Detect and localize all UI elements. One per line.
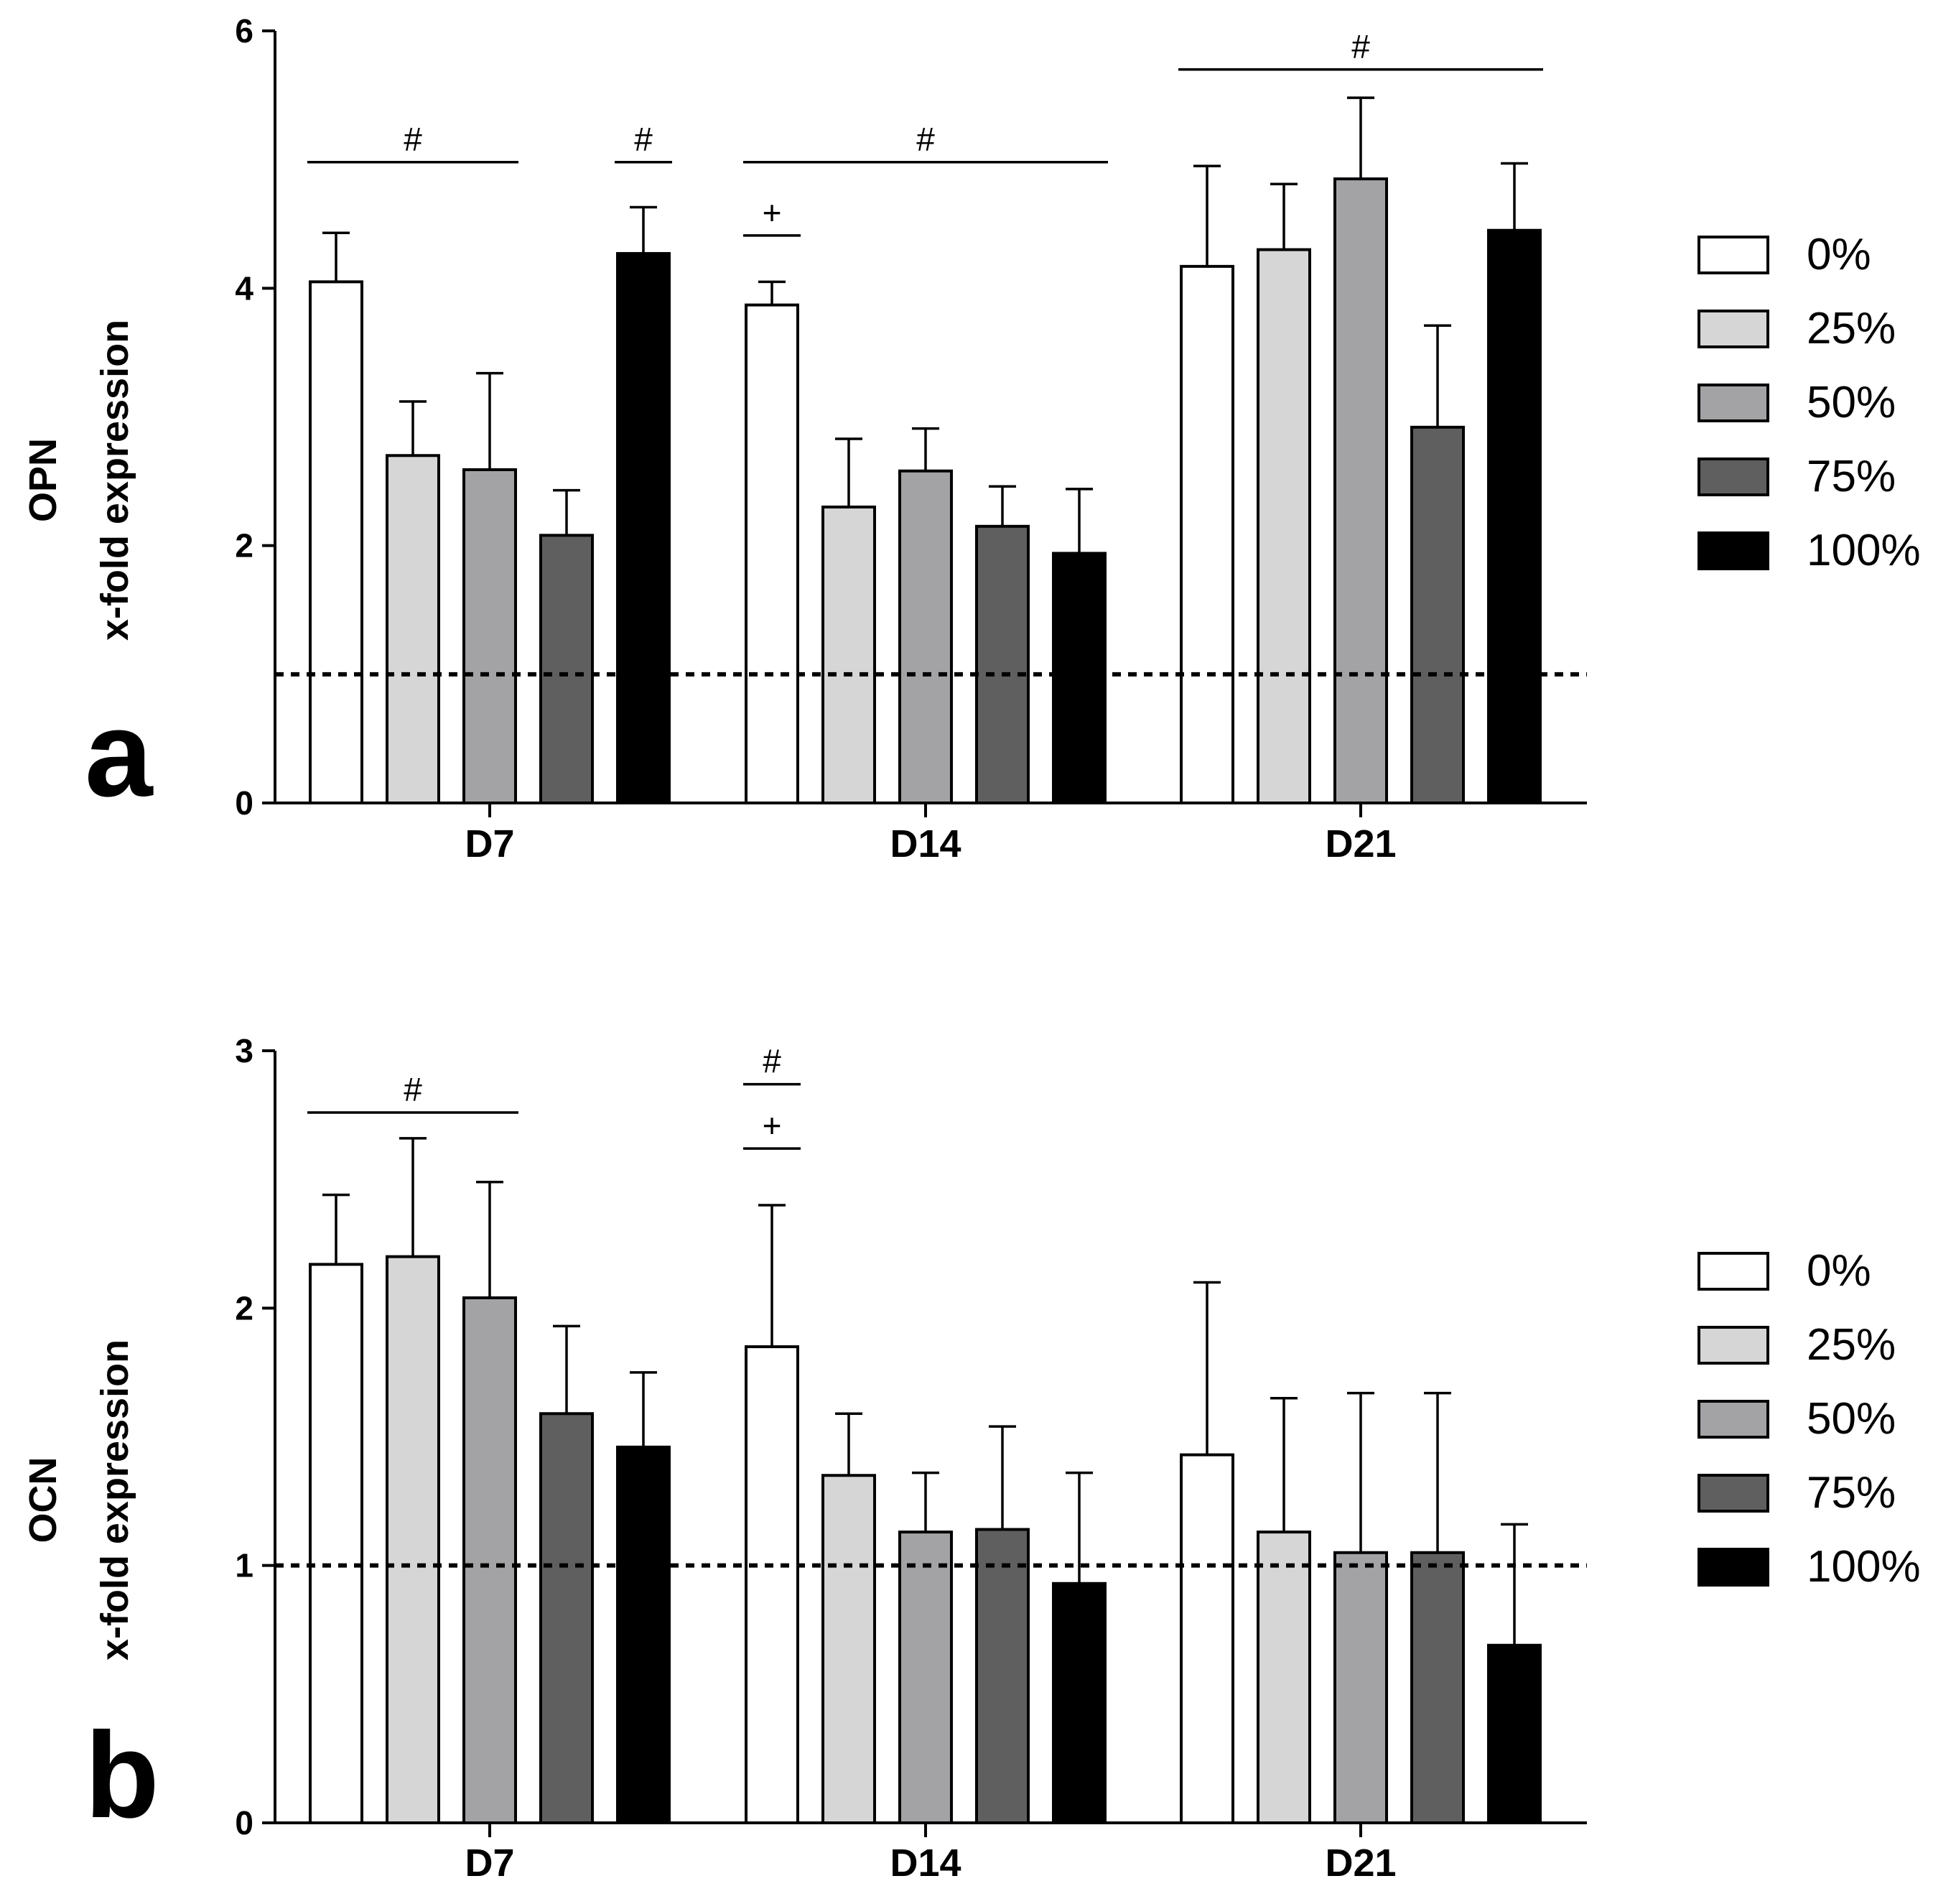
- bar-75pct-D14: [975, 1528, 1030, 1824]
- legend-label: 75%: [1807, 1468, 1896, 1518]
- y-tick-label: 2: [235, 527, 253, 565]
- legend-swatch: [1697, 458, 1769, 496]
- bar-25pct-D14: [821, 1474, 876, 1824]
- bar-75pct-D14: [975, 524, 1030, 805]
- legend-label: 50%: [1807, 378, 1896, 427]
- bar-0pct-D21: [1180, 1453, 1234, 1825]
- bar-75pct-D7: [539, 534, 594, 804]
- bar-100pct-D7: [616, 251, 671, 805]
- y-tick-label: 6: [235, 12, 253, 50]
- bar-0pct-D7: [309, 280, 363, 804]
- y-axis-label-gene: OCN: [22, 1457, 65, 1543]
- bar-50pct-D14: [898, 1531, 953, 1824]
- bar-25pct-D14: [821, 505, 876, 805]
- legend-label: 0%: [1807, 1246, 1871, 1296]
- legend-label: 25%: [1807, 1320, 1896, 1370]
- bar-100pct-D21: [1487, 228, 1542, 805]
- y-tick-label: 3: [235, 1032, 253, 1069]
- legend-label: 25%: [1807, 304, 1896, 353]
- bar-25pct-D21: [1257, 248, 1311, 805]
- significance-marker: #: [404, 1071, 422, 1108]
- y-axis-label-unit: x-fold expression: [93, 320, 136, 641]
- y-tick-label: 2: [235, 1289, 253, 1327]
- bar-50pct-D7: [462, 1296, 517, 1824]
- significance-marker: +: [763, 194, 782, 231]
- bar-0pct-D7: [309, 1263, 363, 1824]
- significance-marker: #: [1351, 28, 1370, 65]
- legend-swatch: [1697, 1326, 1769, 1365]
- y-tick-label: 1: [235, 1547, 253, 1584]
- legend-swatch: [1697, 531, 1769, 570]
- bar-100pct-D14: [1052, 1582, 1107, 1824]
- legend-label: 100%: [1807, 526, 1921, 575]
- y-axis-label-gene: OPN: [22, 438, 65, 522]
- bar-0pct-D14: [745, 303, 799, 804]
- significance-marker: #: [404, 121, 422, 158]
- legend-label: 50%: [1807, 1394, 1896, 1444]
- legend-swatch: [1697, 1252, 1769, 1291]
- x-category-label: D21: [1325, 822, 1396, 865]
- legend-swatch: [1697, 310, 1769, 348]
- bar-75pct-D21: [1410, 1551, 1465, 1824]
- x-category-label: D14: [890, 1842, 961, 1885]
- panel-b-ocn-chart: 0 1 2 3 D7 D14 D21 OCN x-fold expression b # # +0% 25…: [22, 1032, 1921, 1885]
- legend-swatch: [1697, 1548, 1769, 1587]
- panel-a-opn-chart: 0 2 4 6 D7 D14 D21 OPN x-fold expression a # # # + #0%…: [22, 12, 1921, 865]
- bar-100pct-D7: [616, 1445, 671, 1825]
- y-tick-label: 4: [235, 269, 253, 307]
- bar-50pct-D14: [898, 469, 953, 804]
- legend-label: 75%: [1807, 452, 1896, 501]
- y-tick-label: 0: [235, 784, 253, 822]
- x-category-label: D14: [890, 822, 961, 865]
- x-category-label: D7: [465, 822, 514, 865]
- significance-marker: +: [763, 1107, 782, 1144]
- bar-25pct-D7: [386, 454, 440, 804]
- y-tick-label: 0: [235, 1804, 253, 1842]
- legend-swatch: [1697, 384, 1769, 422]
- legend-swatch: [1697, 1474, 1769, 1513]
- bar-75pct-D7: [539, 1412, 594, 1824]
- bar-50pct-D21: [1333, 177, 1388, 804]
- legend-label: 100%: [1807, 1542, 1921, 1592]
- bar-100pct-D14: [1052, 552, 1107, 805]
- bar-50pct-D7: [462, 468, 517, 804]
- x-category-label: D7: [465, 1842, 514, 1885]
- bar-50pct-D21: [1333, 1551, 1388, 1824]
- bar-0pct-D14: [745, 1345, 799, 1825]
- x-category-label: D21: [1325, 1842, 1396, 1885]
- legend-swatch: [1697, 236, 1769, 274]
- significance-marker: #: [634, 121, 653, 158]
- bar-25pct-D21: [1257, 1531, 1311, 1824]
- panel-letter: a: [85, 686, 154, 822]
- bar-75pct-D21: [1410, 425, 1465, 804]
- significance-marker: #: [763, 1043, 781, 1080]
- bar-100pct-D21: [1487, 1643, 1542, 1824]
- y-axis-label-unit: x-fold expression: [93, 1339, 136, 1661]
- bar-25pct-D7: [386, 1255, 440, 1824]
- legend-label: 0%: [1807, 230, 1871, 279]
- panel-letter: b: [85, 1707, 159, 1844]
- legend-swatch: [1697, 1400, 1769, 1439]
- significance-marker: #: [916, 121, 935, 158]
- bar-0pct-D21: [1180, 264, 1234, 804]
